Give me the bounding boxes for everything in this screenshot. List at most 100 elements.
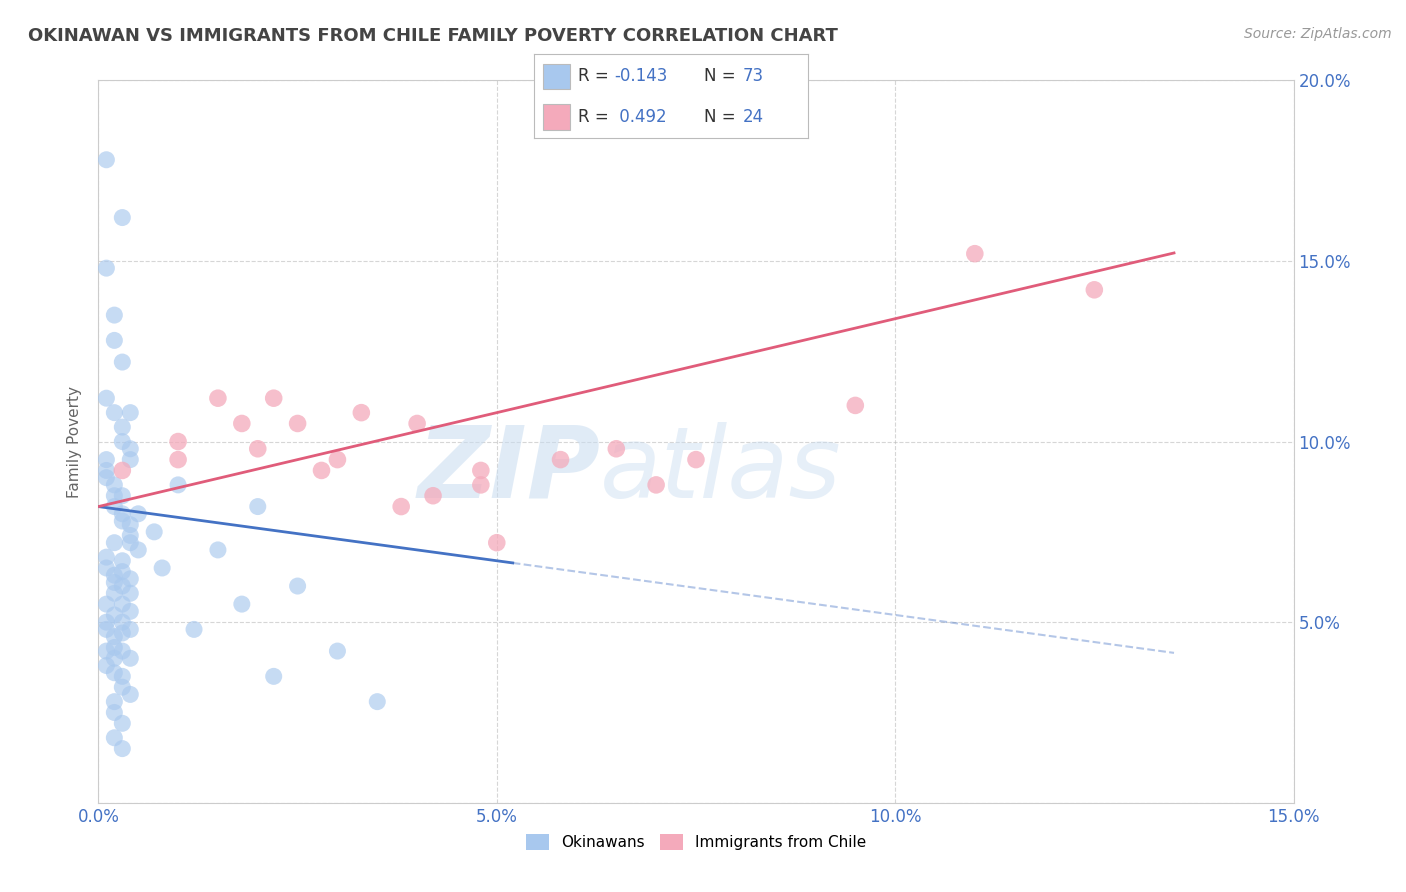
- Point: [120, 452, 142, 467]
- Text: R =: R =: [578, 68, 614, 86]
- Point: [550, 452, 572, 467]
- Point: [207, 542, 229, 557]
- Point: [103, 478, 125, 492]
- Point: [111, 514, 134, 528]
- Point: [96, 550, 118, 565]
- Point: [120, 406, 142, 420]
- Point: [103, 695, 125, 709]
- Point: [111, 669, 134, 683]
- Point: [103, 731, 125, 745]
- Point: [120, 623, 142, 637]
- Point: [1083, 283, 1105, 297]
- Point: [963, 246, 986, 260]
- Point: [96, 391, 118, 405]
- Point: [111, 434, 134, 449]
- Text: 73: 73: [742, 68, 763, 86]
- Point: [96, 153, 118, 167]
- Point: [120, 604, 142, 618]
- Point: [96, 452, 118, 467]
- Text: atlas: atlas: [600, 422, 842, 519]
- Point: [103, 607, 125, 622]
- Point: [605, 442, 627, 456]
- Point: [150, 561, 173, 575]
- Text: N =: N =: [704, 108, 741, 126]
- Point: [406, 417, 429, 431]
- Point: [103, 489, 125, 503]
- Point: [111, 626, 134, 640]
- Point: [111, 615, 134, 630]
- Point: [103, 334, 125, 348]
- Point: [111, 554, 134, 568]
- Point: [183, 623, 205, 637]
- Point: [207, 391, 229, 405]
- Point: [111, 565, 134, 579]
- Text: -0.143: -0.143: [614, 68, 668, 86]
- Point: [103, 568, 125, 582]
- Point: [120, 528, 142, 542]
- Text: N =: N =: [704, 68, 741, 86]
- Point: [311, 463, 333, 477]
- Text: OKINAWAN VS IMMIGRANTS FROM CHILE FAMILY POVERTY CORRELATION CHART: OKINAWAN VS IMMIGRANTS FROM CHILE FAMILY…: [28, 27, 838, 45]
- Point: [389, 500, 412, 514]
- Point: [103, 651, 125, 665]
- Point: [96, 463, 118, 477]
- FancyBboxPatch shape: [543, 104, 569, 130]
- Point: [111, 741, 134, 756]
- Point: [287, 417, 309, 431]
- Point: [350, 406, 373, 420]
- Point: [96, 261, 118, 276]
- Point: [111, 355, 134, 369]
- Point: [103, 500, 125, 514]
- Text: R =: R =: [578, 108, 614, 126]
- Point: [111, 211, 134, 225]
- Point: [111, 597, 134, 611]
- Point: [111, 579, 134, 593]
- Point: [111, 489, 134, 503]
- Point: [231, 417, 253, 431]
- Point: [103, 586, 125, 600]
- Point: [263, 669, 285, 683]
- Point: [120, 442, 142, 456]
- Point: [120, 535, 142, 549]
- Point: [103, 640, 125, 655]
- Point: [111, 463, 134, 477]
- Point: [366, 695, 388, 709]
- Point: [246, 442, 269, 456]
- Text: 0.492: 0.492: [614, 108, 666, 126]
- Point: [120, 586, 142, 600]
- Point: [167, 434, 190, 449]
- Point: [127, 507, 149, 521]
- Point: [120, 572, 142, 586]
- Point: [326, 644, 349, 658]
- Point: [103, 665, 125, 680]
- Point: [143, 524, 166, 539]
- Point: [96, 644, 118, 658]
- Point: [685, 452, 707, 467]
- Point: [96, 658, 118, 673]
- Point: [470, 478, 492, 492]
- Point: [111, 680, 134, 694]
- Point: [103, 535, 125, 549]
- Point: [103, 706, 125, 720]
- Point: [103, 406, 125, 420]
- FancyBboxPatch shape: [543, 63, 569, 89]
- Point: [844, 398, 866, 412]
- Point: [96, 471, 118, 485]
- Point: [96, 597, 118, 611]
- Y-axis label: Family Poverty: Family Poverty: [67, 385, 83, 498]
- Point: [111, 716, 134, 731]
- Point: [287, 579, 309, 593]
- Point: [111, 507, 134, 521]
- Point: [103, 575, 125, 590]
- Text: Source: ZipAtlas.com: Source: ZipAtlas.com: [1244, 27, 1392, 41]
- Point: [422, 489, 444, 503]
- Point: [120, 651, 142, 665]
- Point: [111, 644, 134, 658]
- Point: [103, 630, 125, 644]
- Point: [120, 517, 142, 532]
- Point: [96, 623, 118, 637]
- Text: ZIP: ZIP: [418, 422, 600, 519]
- Point: [263, 391, 285, 405]
- Point: [246, 500, 269, 514]
- Legend: Okinawans, Immigrants from Chile: Okinawans, Immigrants from Chile: [520, 829, 872, 856]
